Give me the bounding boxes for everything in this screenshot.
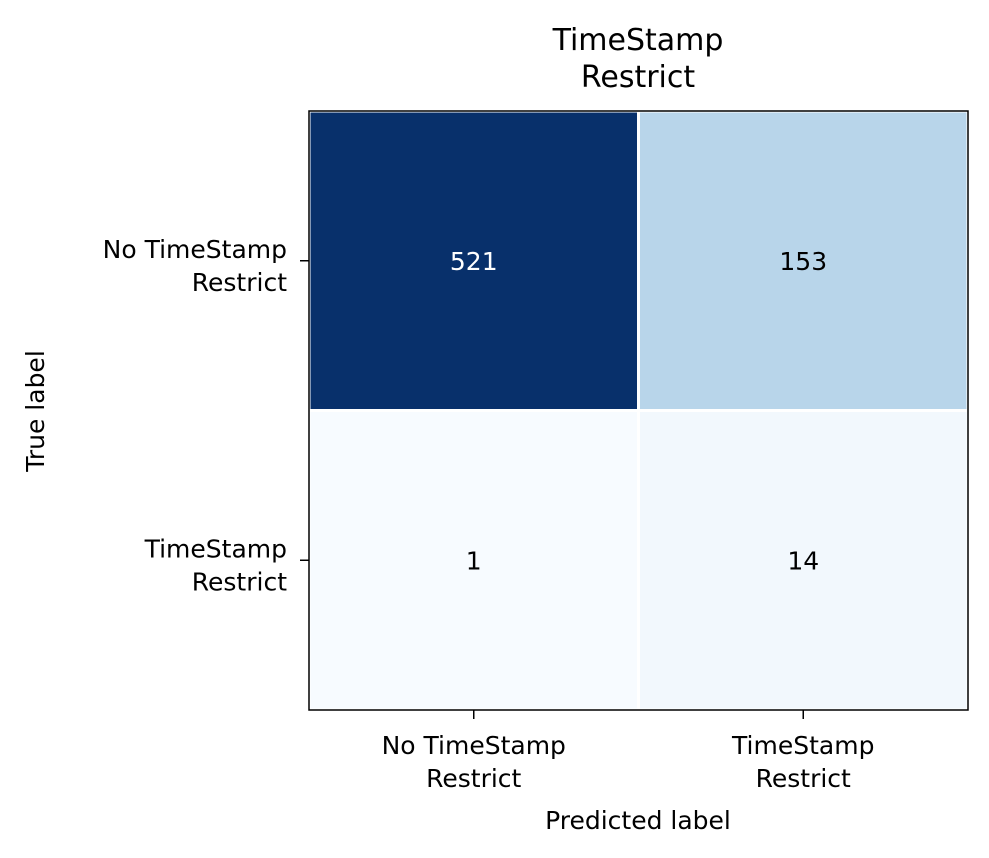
matrix-cell-r0-c1	[640, 112, 967, 409]
x-axis-label: Predicted label	[545, 806, 731, 835]
y-tick-label: No TimeStamp Restrict	[103, 235, 288, 297]
plot-frame	[308, 110, 969, 711]
y-tick-label: TimeStamp Restrict	[144, 534, 288, 596]
chart-title-text: TimeStamp Restrict	[552, 23, 724, 95]
cell-value-r0-c1: 153	[779, 247, 827, 276]
cell-value-r1-c1: 14	[787, 546, 819, 575]
matrix-cell-r0-c0	[310, 112, 637, 409]
cell-value-labels: 521 153 1 14	[450, 247, 827, 576]
matrix-cell-r1-c1	[640, 412, 967, 709]
y-axis-ticks: No TimeStamp Restrict TimeStamp Restrict	[103, 235, 309, 596]
x-tick-label: No TimeStamp Restrict	[382, 731, 566, 793]
cell-value-r1-c0: 1	[466, 546, 482, 575]
cell-value-r0-c0: 521	[450, 247, 498, 276]
matrix-cell-r1-c0	[310, 412, 637, 709]
matrix-cells	[310, 112, 967, 709]
x-tick-label: TimeStamp Restrict	[731, 731, 874, 793]
x-axis-ticks: No TimeStamp Restrict TimeStamp Restrict	[382, 710, 874, 793]
chart-title: TimeStamp Restrict	[552, 23, 724, 95]
y-axis-label: True label	[21, 350, 50, 473]
